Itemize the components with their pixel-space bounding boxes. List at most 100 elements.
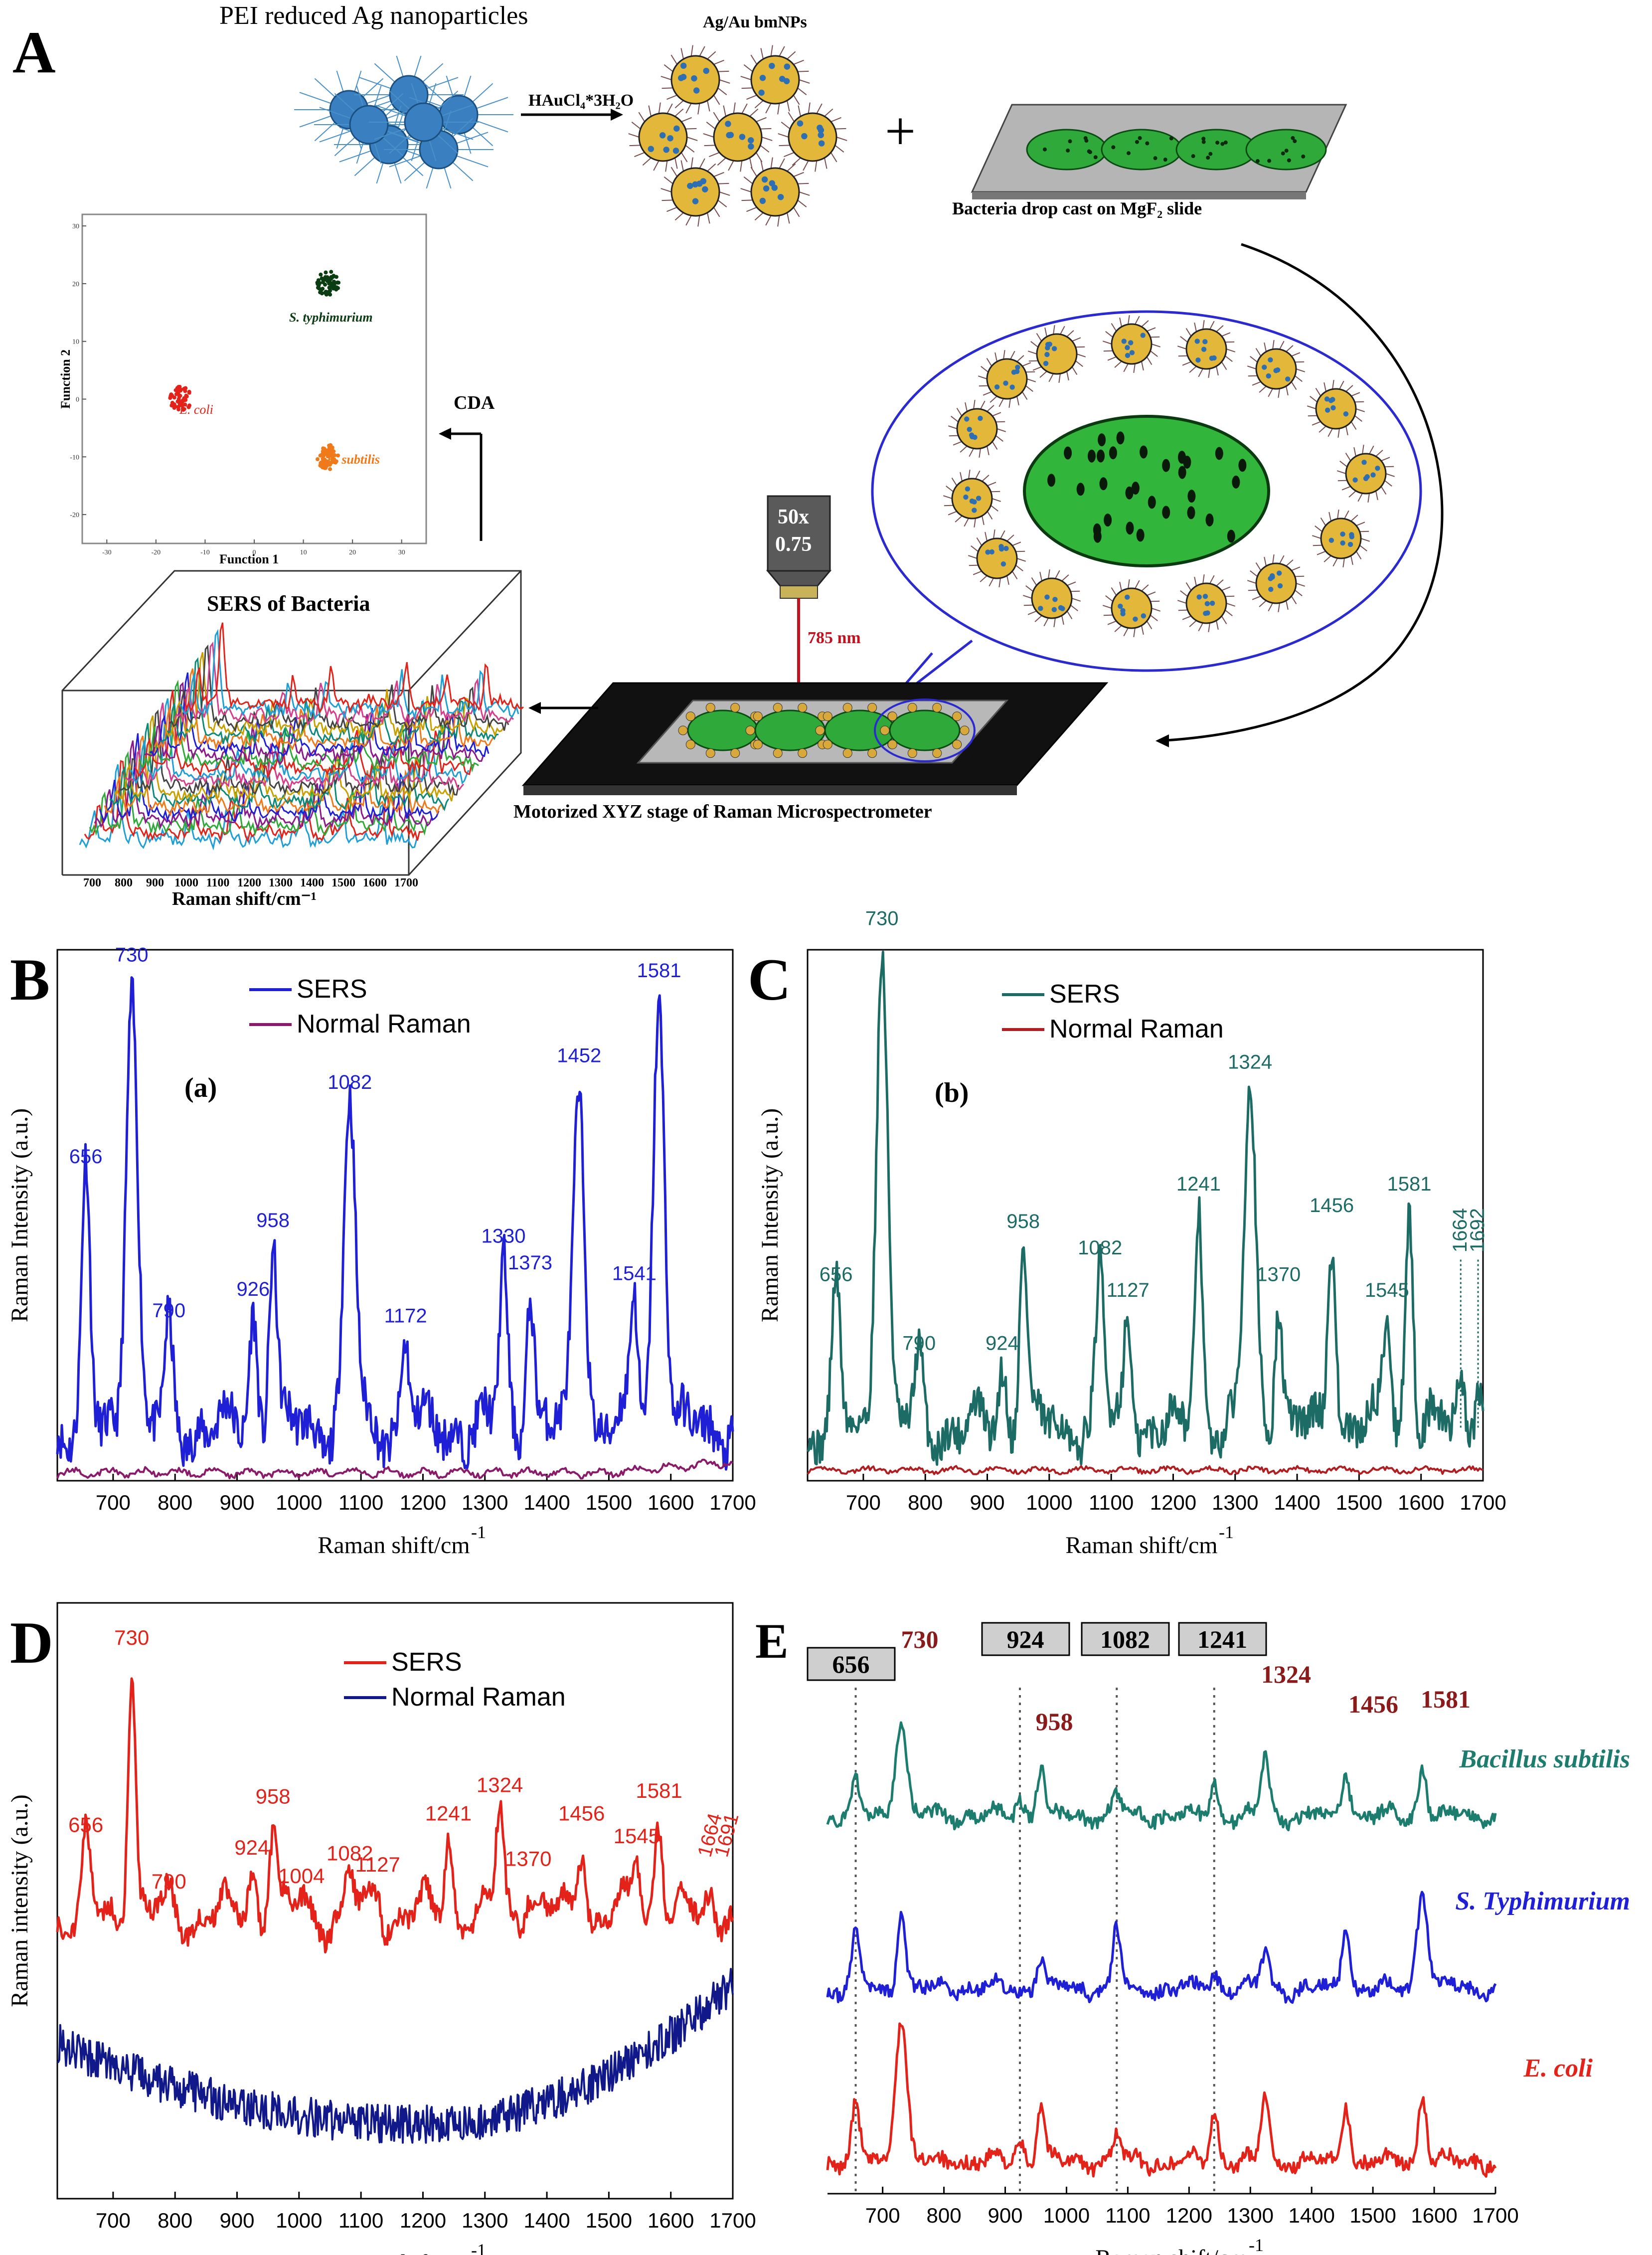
x-tick-label: 900 xyxy=(988,2204,1022,2227)
x-tick-label: 1700 xyxy=(709,2209,756,2232)
cda-point xyxy=(316,457,320,462)
cda-y-tick-label: 20 xyxy=(72,281,79,288)
peak-label: 790 xyxy=(152,1870,186,1893)
x-axis-label: Raman shift/cm xyxy=(1095,2245,1247,2255)
cda-label-b-subtilis: B. subtilis xyxy=(326,452,380,467)
peak-label: 958 xyxy=(256,1210,290,1231)
x-tick-label: 1000 xyxy=(1043,2204,1090,2227)
normal-raman-line xyxy=(807,1465,1484,1475)
panel-c-chart: 700 800 900 1000 1100 1200 1300 1400 1500 1600 170… xyxy=(757,908,1506,1559)
sers-box-tick-label: 1700 xyxy=(394,876,418,889)
panel-d-chart: 700 800 900 1000 1100 1200 1300 1400 1500 1600 170… xyxy=(6,1602,756,2255)
bmnp-particle xyxy=(740,157,810,227)
cda-x-tick-label: -10 xyxy=(200,549,210,556)
x-tick-label: 1500 xyxy=(586,2209,632,2232)
x-axis-label-sup: -1 xyxy=(471,1522,486,1542)
zoom-bubble xyxy=(871,310,1422,709)
plot-frame xyxy=(56,1602,734,2200)
cda-point xyxy=(176,385,181,389)
cda-point xyxy=(332,460,337,465)
cda-point xyxy=(329,285,333,289)
bmnp-particle xyxy=(978,350,1036,408)
boxed-peak-label: 1241 xyxy=(1197,1625,1247,1653)
peak-label: 1581 xyxy=(1387,1173,1432,1195)
x-tick-label: 1700 xyxy=(1472,2204,1518,2227)
y-axis-label: Raman Intensity (a.u.) xyxy=(6,1108,33,1322)
cda-point xyxy=(178,387,183,392)
x-tick-label: 1400 xyxy=(1274,1491,1320,1514)
waterfall-spectrum xyxy=(134,690,474,779)
bmnp-particle xyxy=(1307,380,1365,438)
sers-box-tick-label: 1500 xyxy=(331,876,355,889)
objective-na: 0.75 xyxy=(775,533,812,556)
waterfall-spectrum xyxy=(149,672,490,757)
peak-label: 730 xyxy=(115,944,149,966)
cda-point xyxy=(320,287,324,292)
zoom-highlight xyxy=(874,698,976,762)
peak-label: 1692 xyxy=(1467,1208,1488,1252)
normal-raman-line xyxy=(56,1458,734,1480)
peak-label: 656 xyxy=(820,1263,853,1285)
curved-arrow-right xyxy=(1156,243,1444,747)
x-axis-label-sup: -1 xyxy=(471,2240,486,2255)
pei-label: PEI reduced Ag nanoparticles xyxy=(219,1,528,30)
cda-x-tick-label: -30 xyxy=(102,549,112,556)
waterfall-spectrum xyxy=(129,698,470,785)
x-tick-label: 700 xyxy=(96,2209,131,2232)
cda-point xyxy=(321,446,326,451)
bmnp-particle xyxy=(1022,569,1081,627)
peak-label: 1241 xyxy=(1176,1173,1221,1195)
cda-point xyxy=(323,459,327,463)
x-tick-label: 1100 xyxy=(338,1491,383,1514)
x-tick-label: 1700 xyxy=(709,1491,756,1514)
cda-point xyxy=(328,280,332,284)
panel-sublabel: (b) xyxy=(935,1077,969,1108)
bmnp-particle xyxy=(740,45,810,115)
x-tick-label: 1000 xyxy=(1026,1491,1072,1514)
legend-label: Normal Raman xyxy=(1049,1015,1224,1043)
waterfall-spectrum xyxy=(109,723,450,812)
legend-label: SERS xyxy=(1049,980,1120,1009)
spectrum-line xyxy=(826,1721,1497,1832)
peak-label: 1456 xyxy=(1348,1690,1398,1718)
peak-label: 1324 xyxy=(477,1773,523,1797)
ag-nanoparticle-cluster xyxy=(294,55,513,189)
x-tick-label: 800 xyxy=(927,2204,962,2227)
x-tick-label: 1400 xyxy=(523,1491,570,1514)
peak-label: 1172 xyxy=(384,1305,427,1327)
boxed-peak-label: 656 xyxy=(832,1650,870,1678)
cda-point xyxy=(318,281,322,285)
cda-point xyxy=(324,466,328,470)
cda-point xyxy=(183,386,187,390)
peak-label: 1004 xyxy=(278,1864,325,1888)
microscope-objective xyxy=(766,495,832,708)
cda-point xyxy=(176,397,181,401)
bmnp-particle xyxy=(661,157,730,227)
sers-3d-box: 700 800 900 1000 1100 1200 1300 1400 1500 1600 170… xyxy=(61,570,524,889)
peak-label: 1545 xyxy=(1365,1279,1409,1301)
bmnp-particle xyxy=(1247,340,1306,398)
series-name: S. Typhimurium xyxy=(1455,1887,1630,1915)
cda-point xyxy=(328,463,332,467)
x-axis-label: Raman shift/cm xyxy=(1065,1532,1217,1559)
peak-label: 790 xyxy=(902,1333,936,1355)
x-tick-label: 800 xyxy=(158,1491,192,1514)
x-tick-label: 1600 xyxy=(648,2209,694,2232)
waterfall-spectrum xyxy=(183,622,524,714)
cda-point xyxy=(173,404,177,409)
cda-x-tick-label: -20 xyxy=(152,549,161,556)
cda-point xyxy=(332,282,336,287)
cda-y-tick-label: 10 xyxy=(72,339,79,346)
x-tick-label: 900 xyxy=(219,2209,254,2232)
x-tick-label: 1200 xyxy=(400,2209,446,2232)
bacterium xyxy=(1101,129,1182,171)
cda-point xyxy=(318,290,323,295)
peak-label: 656 xyxy=(69,1146,103,1168)
cda-x-tick-label: 0 xyxy=(253,549,256,556)
panel-b-chart: 700 800 900 1000 1100 1200 1300 1400 1500 1600 170… xyxy=(6,944,756,1559)
legend-label: SERS xyxy=(391,1648,462,1677)
x-tick-label: 1100 xyxy=(1105,2204,1150,2227)
panel-letter-a: A xyxy=(12,19,56,85)
bmnp-particle xyxy=(661,45,730,115)
peak-label: 1082 xyxy=(1078,1237,1122,1259)
